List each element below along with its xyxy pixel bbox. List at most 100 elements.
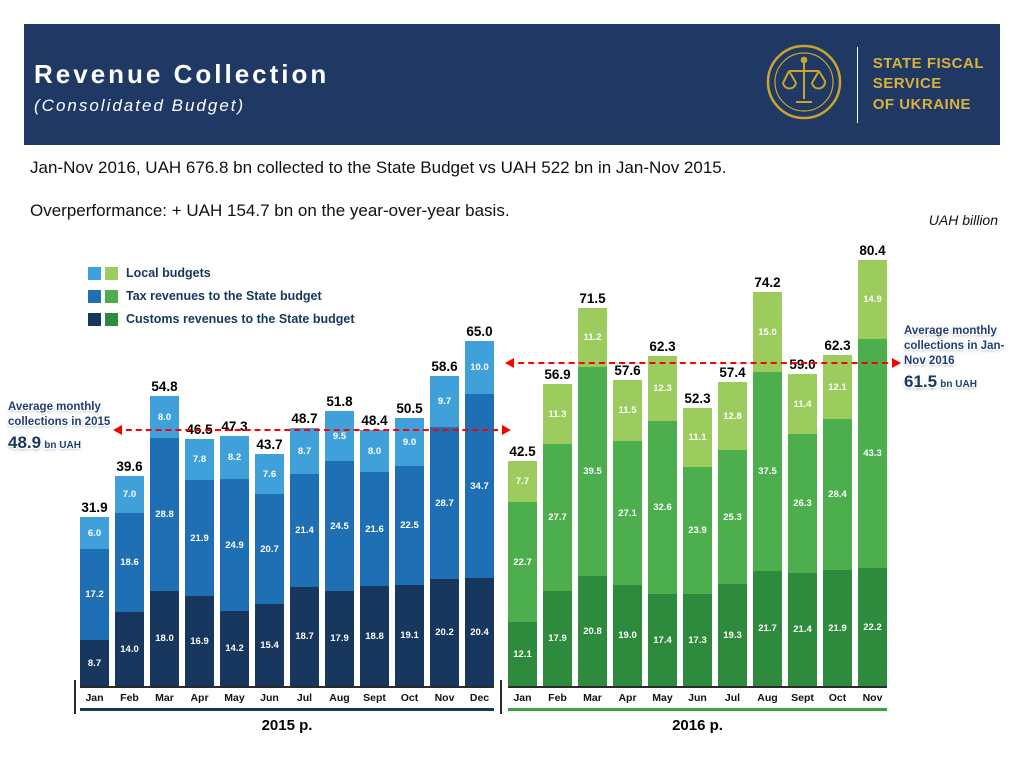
bar-segment-local: 9.7	[430, 376, 459, 427]
bar-segment-customs: 17.9	[543, 591, 572, 686]
month-label: Oct	[828, 692, 847, 704]
month-label: Sept	[791, 692, 814, 704]
avg-2016-annotation: Average monthly collections in Jan-Nov 2…	[904, 324, 1018, 393]
bar-total-label: 74.2	[754, 275, 781, 290]
legend-swatch	[88, 289, 101, 303]
avg-2016-number: 61.5	[904, 371, 938, 391]
bar-2016-jan: 42.5 7.7 22.7 12.1	[508, 444, 537, 686]
month-label: Jul	[296, 692, 313, 704]
month-label: Jun	[260, 692, 279, 704]
month-label: Mar	[583, 692, 602, 704]
bar-2015-dec: 65.0 10.0 34.7 20.4	[465, 324, 494, 686]
bar-stack: 11.1 23.9 17.3	[683, 408, 712, 686]
chart-group-2015: 31.9 6.0 17.2 8.7 39.6 7.0 18.6 14.0 54.8 8.0 28.8…	[74, 238, 502, 734]
bar-2015-mar: 54.8 8.0 28.8 18.0	[150, 379, 179, 686]
bar-segment-customs: 21.9	[823, 570, 852, 686]
bar-segment-customs: 15.4	[255, 604, 284, 686]
bar-total-label: 71.5	[579, 291, 606, 306]
month-label: Feb	[548, 692, 567, 704]
bar-stack: 8.0 28.8 18.0	[150, 396, 179, 686]
org-name-line-1: STATE FISCAL	[872, 55, 984, 73]
bar-segment-customs: 21.4	[788, 573, 817, 686]
bar-2015-oct: 50.5 9.0 22.5 19.1	[395, 401, 424, 686]
bar-2015-nov: 58.6 9.7 28.7 20.2	[430, 359, 459, 686]
bar-total-label: 80.4	[859, 243, 886, 258]
bar-stack: 11.2 39.5 20.8	[578, 308, 607, 686]
legend-swatch	[88, 312, 101, 326]
legend-swatch	[105, 266, 118, 280]
bar-total-label: 57.4	[719, 365, 746, 380]
bar-stack: 8.7 21.4 18.7	[290, 428, 319, 686]
bar-total-label: 51.8	[326, 394, 353, 409]
bar-stack: 9.5 24.5 17.9	[325, 411, 354, 686]
bar-total-label: 58.6	[431, 359, 458, 374]
bar-segment-customs: 19.3	[718, 584, 747, 686]
month-label: Jul	[724, 692, 741, 704]
bar-2016-feb: 56.9 11.3 27.7 17.9	[543, 367, 572, 686]
month-label: Nov	[434, 692, 455, 704]
bar-segment-tax: 17.2	[80, 549, 109, 640]
bar-segment-tax: 24.9	[220, 479, 249, 611]
bar-segment-customs: 20.4	[465, 578, 494, 686]
bar-segment-local: 11.3	[543, 384, 572, 444]
bar-stack: 8.2 24.9 14.2	[220, 436, 249, 686]
bar-segment-customs: 17.3	[683, 594, 712, 686]
bar-2016-jun: 52.3 11.1 23.9 17.3	[683, 391, 712, 686]
month-label: Aug	[757, 692, 778, 704]
bar-segment-tax: 43.3	[858, 339, 887, 568]
bar-segment-tax: 22.5	[395, 466, 424, 585]
bar-segment-local: 12.3	[648, 356, 677, 421]
year-label-2015: 2015 р.	[261, 717, 313, 734]
chart-group-2016: 42.5 7.7 22.7 12.1 56.9 11.3 27.7 17.9 71.5 11.2 3…	[508, 238, 887, 734]
brand-divider	[856, 46, 858, 123]
year-label-2016: 2016 р.	[672, 717, 723, 734]
intro-line-1: Jan-Nov 2016, UAH 676.8 bn collected to …	[30, 158, 727, 177]
bar-segment-customs: 14.2	[220, 611, 249, 686]
bar-segment-local: 8.2	[220, 436, 249, 479]
bar-segment-local: 8.0	[360, 430, 389, 472]
bar-stack: 8.0 21.6 18.8	[360, 430, 389, 686]
bar-segment-customs: 18.0	[150, 591, 179, 686]
bar-segment-customs: 21.7	[753, 571, 782, 686]
bar-total-label: 62.3	[824, 338, 851, 353]
bar-segment-customs: 19.1	[395, 585, 424, 686]
bar-2015-feb: 39.6 7.0 18.6 14.0	[115, 459, 144, 686]
bar-segment-local: 9.0	[395, 418, 424, 466]
axis-unit-label: UAH billion	[928, 212, 998, 228]
bar-2015-sept: 48.4 8.0 21.6 18.8	[360, 413, 389, 686]
month-label: Nov	[862, 692, 883, 704]
month-label: Jun	[688, 692, 707, 704]
bar-segment-tax: 27.7	[543, 444, 572, 591]
legend-item: Customs revenues to the State budget	[88, 312, 355, 326]
legend-label: Customs revenues to the State budget	[126, 312, 355, 326]
bar-segment-tax: 21.9	[185, 480, 214, 596]
bar-segment-customs: 20.2	[430, 579, 459, 686]
bar-total-label: 56.9	[544, 367, 571, 382]
bar-total-label: 48.4	[361, 413, 388, 428]
bar-segment-tax: 28.8	[150, 438, 179, 591]
bar-segment-tax: 18.6	[115, 513, 144, 612]
bar-segment-local: 7.0	[115, 476, 144, 513]
bar-segment-tax: 26.3	[788, 434, 817, 573]
chart: 31.9 6.0 17.2 8.7 39.6 7.0 18.6 14.0 54.8 8.0 28.8…	[74, 238, 960, 734]
bar-stack: 11.5 27.1 19.0	[613, 380, 642, 686]
bar-segment-tax: 23.9	[683, 467, 712, 594]
bar-stack: 12.1 28.4 21.9	[823, 355, 852, 686]
bar-segment-customs: 16.9	[185, 596, 214, 686]
bar-stack: 11.4 26.3 21.4	[788, 374, 817, 686]
bar-segment-tax: 37.5	[753, 372, 782, 571]
bar-stack: 14.9 43.3 22.2	[858, 260, 887, 686]
legend-item: Local budgets	[88, 266, 355, 280]
bar-2016-aug: 74.2 15.0 37.5 21.7	[753, 275, 782, 686]
fiscal-service-emblem-icon	[766, 44, 842, 125]
avg-2015-number: 48.9	[8, 432, 42, 452]
bar-2016-nov: 80.4 14.9 43.3 22.2	[858, 243, 887, 686]
bar-2016-jul: 57.4 12.8 25.3 19.3	[718, 365, 747, 686]
bar-segment-tax: 32.6	[648, 421, 677, 594]
bar-total-label: 43.7	[256, 437, 283, 452]
bar-2016-apr: 57.6 11.5 27.1 19.0	[613, 363, 642, 686]
bar-segment-local: 6.0	[80, 517, 109, 549]
bar-segment-customs: 8.7	[80, 640, 109, 686]
bar-2015-may: 47.3 8.2 24.9 14.2	[220, 419, 249, 686]
bar-segment-customs: 22.2	[858, 568, 887, 686]
